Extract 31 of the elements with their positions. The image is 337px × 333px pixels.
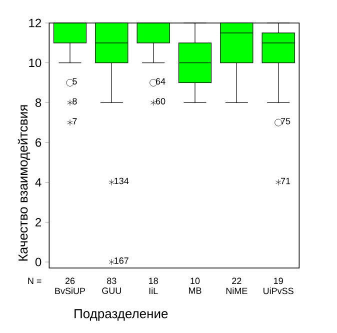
text: 19	[274, 278, 283, 284]
annotation: 64	[156, 78, 166, 85]
annotation: 60	[156, 98, 166, 104]
y-tick-label: 2	[36, 218, 42, 226]
y-tick-label: 4	[35, 178, 42, 186]
text: 10	[190, 278, 200, 284]
annotation: 167	[114, 257, 128, 264]
annotation: 75	[280, 118, 290, 124]
annotation: 8	[72, 98, 77, 104]
annotation: 71	[280, 178, 290, 184]
text: 26	[65, 278, 75, 284]
text: N =	[28, 278, 42, 284]
x-tick-label: GUU	[102, 288, 121, 294]
text: 18	[149, 278, 158, 284]
y-tick-label: 8	[35, 98, 42, 107]
y-tick-label: 0	[35, 258, 42, 266]
y-tick-label: 10	[29, 58, 42, 68]
x-tick-label: IiL	[149, 288, 158, 294]
x-axis-title: Подразделение	[74, 309, 168, 321]
x-tick-label: BvSiUP	[55, 288, 86, 294]
x-tick-label: UiPvSS	[264, 288, 294, 294]
annotation: 5	[72, 78, 77, 85]
y-tick-label: 6	[36, 138, 42, 147]
y-axis-title: Качество взаимодейтсвия	[18, 105, 30, 261]
x-tick-label: NiME	[226, 288, 248, 294]
text: 83	[107, 278, 116, 284]
x-tick-label: MB	[188, 288, 202, 294]
text: 22	[232, 278, 242, 284]
annotation: 134	[114, 178, 129, 184]
y-tick-label: 12	[29, 18, 42, 28]
annotation: 7	[72, 118, 77, 124]
